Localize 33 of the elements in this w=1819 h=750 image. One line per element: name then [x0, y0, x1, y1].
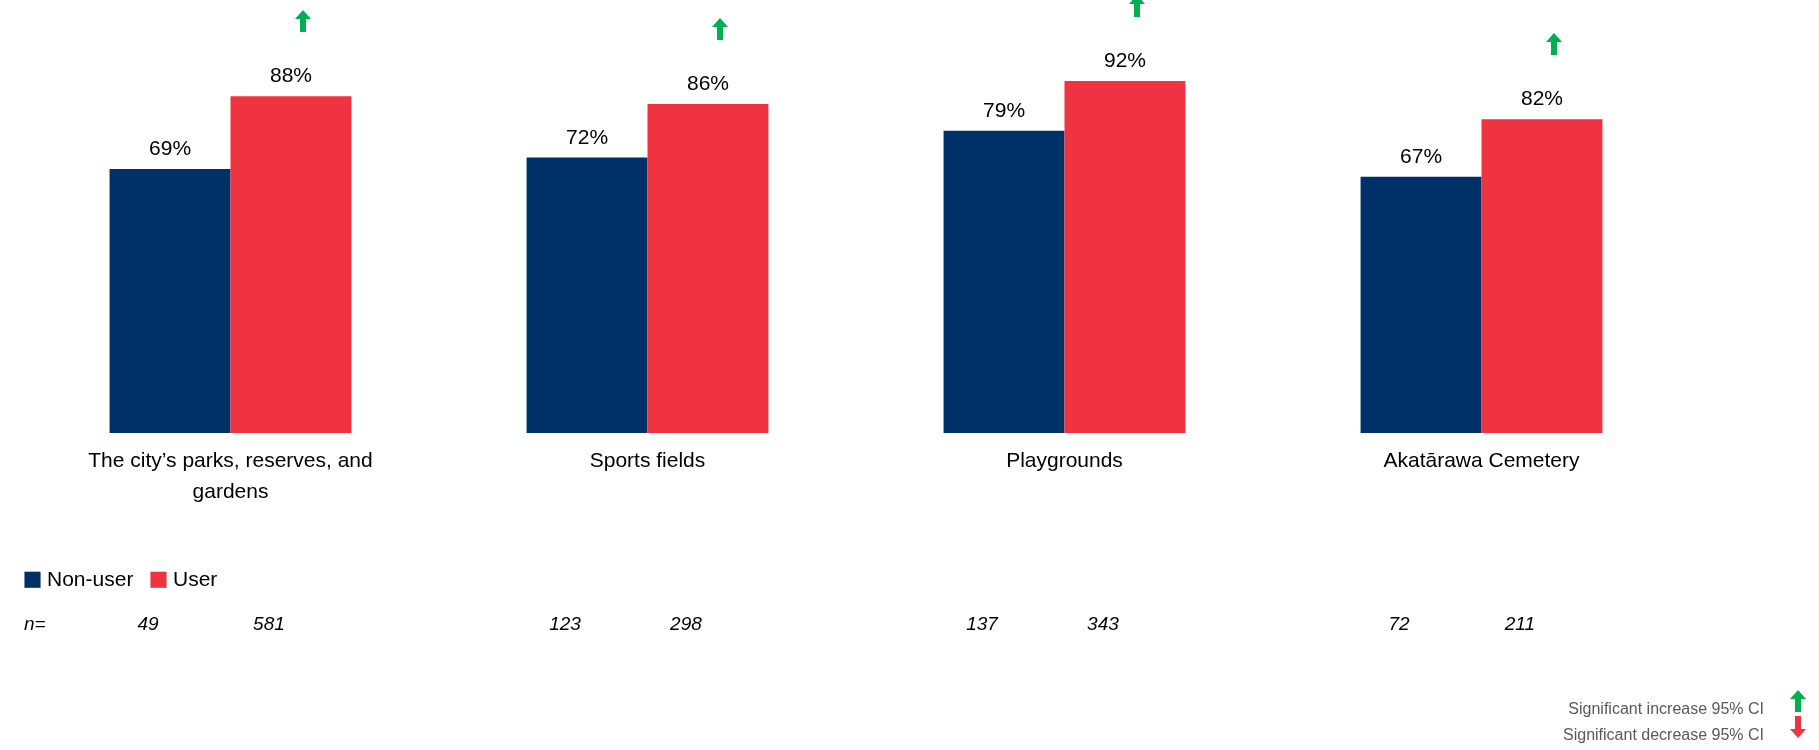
data-label: 82% — [1520, 86, 1563, 110]
data-label: 88% — [269, 63, 312, 87]
legend-label: User — [173, 566, 218, 590]
text: 137 — [966, 613, 998, 635]
x-tick-label: Playgrounds — [1006, 447, 1123, 471]
data-label: 69% — [149, 136, 192, 159]
x-tick-label: Akatārawa Cemetery — [1383, 447, 1581, 471]
text: 123 — [549, 613, 581, 635]
data-label: 79% — [983, 97, 1026, 121]
data-label: 67% — [1400, 143, 1443, 167]
text: Significant increase 95% CI — [1568, 700, 1764, 718]
text: 211 — [1504, 613, 1536, 635]
bar — [526, 157, 648, 433]
data-label: 86% — [686, 70, 729, 94]
text: 72 — [1388, 613, 1410, 635]
bar — [943, 130, 1065, 433]
bar — [1481, 119, 1603, 433]
text: 49 — [137, 613, 159, 635]
bar — [109, 169, 231, 433]
bar — [230, 96, 352, 433]
text: 298 — [670, 613, 702, 635]
bar — [647, 103, 769, 433]
data-label: 72% — [566, 124, 609, 148]
x-tick-label: Sports fields — [589, 447, 706, 471]
x-tick-label: The city’s parks, reserves, and gardens — [88, 447, 373, 502]
text: 343 — [1087, 613, 1119, 635]
data-label: 92% — [1103, 48, 1146, 71]
text: Significant decrease 95% CI — [1563, 726, 1764, 744]
bar — [1360, 176, 1482, 433]
text: 581 — [253, 613, 285, 635]
legend-label: Non-user — [47, 566, 134, 590]
text: n= — [24, 613, 46, 635]
bar — [1064, 81, 1186, 433]
